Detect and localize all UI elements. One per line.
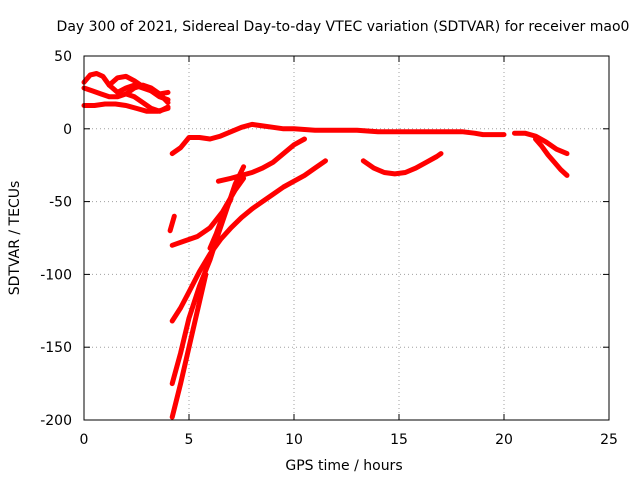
x-tick-label: 15 bbox=[390, 432, 408, 448]
x-tick-label: 0 bbox=[80, 432, 89, 448]
y-axis-label: SDTVAR / TECUs bbox=[7, 181, 23, 296]
series-arc-16 bbox=[360, 151, 444, 177]
x-tick-label: 20 bbox=[495, 432, 513, 448]
series-arc-5 bbox=[123, 82, 171, 106]
series-arc-8 bbox=[533, 136, 570, 178]
series-arc-13 bbox=[169, 164, 247, 387]
x-tick-label: 10 bbox=[285, 432, 303, 448]
y-tick-label: -100 bbox=[40, 267, 72, 283]
series-arc-15 bbox=[207, 196, 234, 251]
y-tick-label: 0 bbox=[63, 122, 72, 138]
x-axis-label: GPS time / hours bbox=[285, 458, 402, 474]
y-tick-label: -200 bbox=[40, 413, 72, 429]
series-arc-11 bbox=[215, 136, 307, 184]
y-tick-label: 50 bbox=[54, 49, 72, 65]
chart-title: Day 300 of 2021, Sidereal Day-to-day VTE… bbox=[57, 19, 630, 35]
data-series bbox=[81, 71, 570, 420]
series-arc-12 bbox=[169, 158, 328, 324]
x-tick-label: 5 bbox=[185, 432, 194, 448]
series-arc-9 bbox=[167, 213, 177, 234]
series-arc-7 bbox=[512, 130, 570, 157]
y-tick-labels: -200 -150 -100 -50 0 50 bbox=[40, 49, 72, 429]
y-tick-label: -50 bbox=[49, 195, 72, 211]
y-tick-label: -150 bbox=[40, 340, 72, 356]
x-tick-labels: 0 5 10 15 20 25 bbox=[80, 432, 618, 448]
series-arc-3 bbox=[81, 101, 171, 114]
x-tick-label: 25 bbox=[600, 432, 618, 448]
series-arc-6 bbox=[169, 121, 507, 157]
grid-lines bbox=[84, 56, 609, 420]
series-arc-14 bbox=[169, 271, 209, 420]
plot-frame bbox=[83, 55, 610, 421]
